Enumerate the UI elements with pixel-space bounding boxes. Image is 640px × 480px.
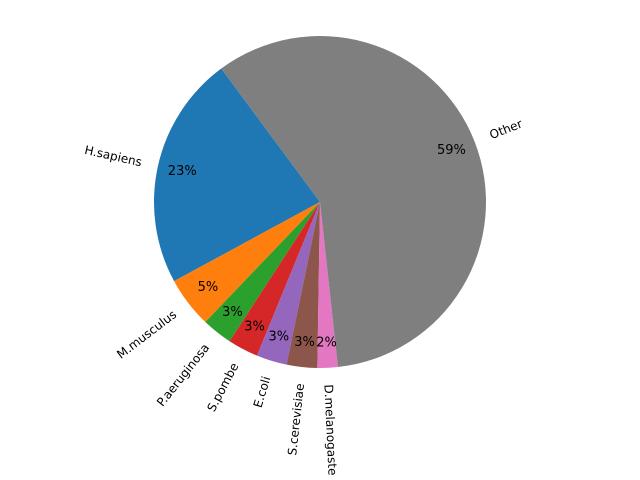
slice-label: M.musculus	[114, 307, 179, 361]
pie-slice-d-melanogaste	[317, 202, 338, 369]
pie-slice-s-pombe	[229, 202, 320, 356]
percent-label: 5%	[198, 280, 219, 295]
slice-label: S.cerevisiae	[285, 383, 307, 456]
slice-label: D.melanogaste	[321, 384, 339, 476]
slice-label: P.aeruginosa	[154, 341, 212, 409]
percent-label: 3%	[269, 329, 290, 344]
percent-label: 59%	[437, 143, 466, 158]
percent-label: 23%	[168, 164, 197, 179]
slice-label: Other	[488, 117, 525, 142]
pie-slice-m-musculus	[174, 202, 320, 323]
percent-label: 3%	[244, 319, 265, 334]
pie-slice-e-coli	[256, 202, 320, 365]
percent-label: 3%	[222, 305, 243, 320]
slice-label: S.pombe	[204, 360, 241, 414]
percent-labels-group: 23%5%3%3%3% 3% 2%59%	[168, 143, 466, 350]
percent-label: 2%	[316, 335, 337, 350]
slices-group	[154, 36, 486, 369]
percent-label: 3%	[294, 335, 315, 350]
slice-label: E.coli	[251, 375, 274, 410]
slice-label: H.sapiens	[83, 143, 143, 169]
pie-slice-other	[221, 36, 486, 368]
pie-slice-h-sapiens	[154, 68, 320, 282]
pie-slice-s-cerevisiae	[286, 202, 320, 368]
pie-slice-p-aeruginosa	[205, 202, 320, 342]
